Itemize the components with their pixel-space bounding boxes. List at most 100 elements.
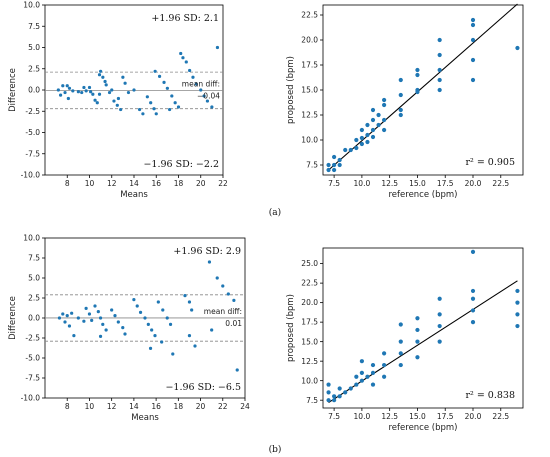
x-tick-label: 24 — [240, 402, 250, 411]
mean-diff-title: mean diff: — [204, 307, 242, 316]
y-tick-label: -7.5 — [25, 149, 40, 158]
caption-a: (a) — [269, 207, 281, 218]
data-point — [205, 99, 210, 103]
y-tick-label: 5.0 — [28, 274, 40, 283]
data-point — [354, 137, 359, 143]
data-point — [115, 103, 119, 107]
data-point — [157, 74, 162, 78]
x-tick-label: 12 — [107, 402, 117, 411]
y-axis-label: proposed (bpm) — [286, 294, 296, 362]
data-point — [437, 67, 442, 73]
data-point — [359, 141, 364, 147]
data-point — [187, 334, 192, 338]
y-tick-label: 20.0 — [301, 36, 318, 45]
data-point — [365, 139, 370, 145]
x-tick-label: 12.5 — [381, 412, 398, 421]
data-point — [370, 117, 376, 123]
data-point — [187, 300, 192, 304]
y-tick-label: 10.0 — [23, 1, 40, 10]
y-tick-label: 22.5 — [301, 11, 318, 20]
data-point — [326, 382, 331, 387]
data-point — [98, 316, 103, 320]
data-point — [145, 95, 149, 99]
data-point — [207, 260, 212, 264]
data-point — [93, 98, 97, 102]
data-point — [97, 92, 102, 96]
data-point — [95, 101, 99, 105]
data-point — [67, 324, 72, 328]
y-tick-label: 15.0 — [301, 337, 318, 346]
data-point — [235, 368, 239, 372]
data-point — [332, 398, 337, 403]
data-point — [332, 154, 337, 160]
data-point — [183, 294, 187, 298]
x-tick-label: 22 — [218, 402, 228, 411]
data-point — [337, 157, 342, 163]
data-point — [470, 22, 476, 28]
lower-limit-label: −1.96 SD: −6.5 — [165, 382, 241, 393]
data-point — [76, 316, 80, 320]
y-tick-label: -10.0 — [21, 394, 41, 403]
data-point — [110, 88, 114, 92]
data-point — [415, 72, 420, 78]
x-axis-label: reference (bpm) — [389, 190, 458, 200]
x-tick-label: 17.5 — [437, 179, 454, 188]
data-point — [365, 132, 370, 138]
data-point — [57, 316, 62, 320]
data-point — [332, 162, 337, 168]
y-tick-label: 25.0 — [301, 259, 318, 268]
x-tick-label: 20 — [196, 179, 206, 188]
data-point — [437, 77, 442, 83]
x-tick-label: 18 — [174, 179, 184, 188]
data-point — [415, 89, 420, 95]
data-point — [354, 374, 359, 379]
data-point — [382, 117, 387, 123]
data-point — [171, 352, 175, 356]
bland-altman-chart-a: 8 10 12 14 16 18 20 22 -10.0 -7.5 -5.0 -2.5 0.0 2.5 5.… — [8, 1, 228, 200]
data-point — [162, 80, 166, 84]
data-point — [150, 328, 154, 332]
data-point — [153, 334, 157, 338]
data-point — [470, 249, 476, 255]
data-point — [58, 93, 63, 97]
data-point — [67, 86, 72, 90]
data-point — [176, 105, 181, 109]
data-point — [138, 310, 143, 314]
data-point — [398, 322, 403, 327]
regression-chart-b: 7.5 10.0 12.5 15.0 17.5 20.0 22.5 7.5 10.0 12.5 15… — [286, 247, 524, 433]
data-point — [437, 323, 442, 329]
y-tick-label: 2.5 — [28, 294, 40, 303]
data-point — [190, 308, 194, 312]
x-axis-label: reference (bpm) — [389, 423, 458, 433]
data-point — [141, 112, 145, 116]
data-point — [84, 89, 88, 93]
data-point — [153, 69, 157, 73]
data-point — [415, 67, 420, 73]
data-point — [221, 284, 225, 288]
x-tick-label: 14 — [129, 402, 139, 411]
data-point — [65, 84, 69, 88]
y-tick-label: 17.5 — [301, 318, 318, 327]
data-point — [113, 314, 117, 318]
x-tick-label: 16 — [151, 402, 161, 411]
data-point — [415, 316, 420, 321]
data-point — [376, 112, 381, 118]
data-point — [116, 320, 120, 324]
data-point — [110, 308, 114, 312]
y-tick-label: 0.0 — [28, 314, 40, 323]
data-point — [343, 390, 348, 395]
fit-line — [328, 280, 518, 403]
x-tick-label: 20 — [196, 402, 206, 411]
data-point — [123, 81, 127, 85]
mean-diff-value: −0.04 — [197, 91, 220, 100]
y-axis-label: Difference — [8, 296, 18, 340]
caption-b: (b) — [269, 444, 282, 455]
y-tick-label: -2.5 — [25, 334, 40, 343]
data-point — [470, 296, 476, 301]
data-point — [437, 312, 442, 317]
x-tick-label: 7.5 — [328, 179, 340, 188]
data-point — [170, 94, 174, 98]
y-tick-label: 12.5 — [301, 111, 318, 120]
data-point — [326, 162, 331, 168]
x-axis-label: Means — [131, 413, 159, 423]
